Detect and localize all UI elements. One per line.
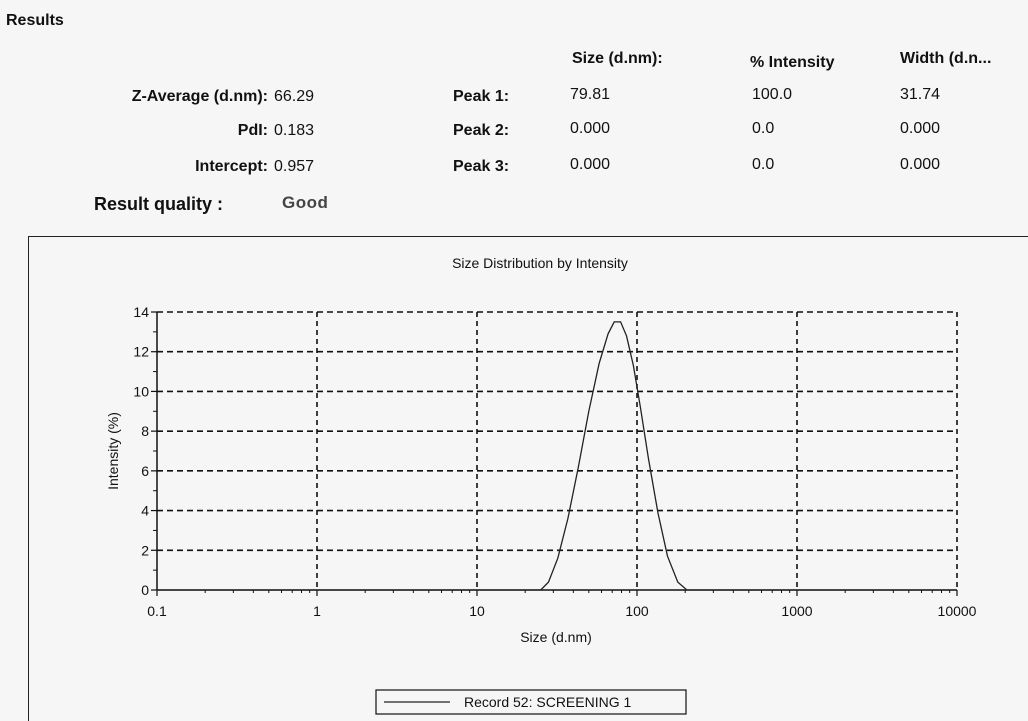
legend-label: Record 52: SCREENING 1 xyxy=(464,694,631,710)
y-tick-label-4: 4 xyxy=(141,503,149,519)
peak-3-size: 0.000 xyxy=(570,156,611,173)
peak-2-size: 0.000 xyxy=(570,120,611,137)
z-average-label: Z-Average (d.nm): xyxy=(131,88,268,105)
x-tick-label-1000: 1000 xyxy=(781,603,812,619)
peak-1-size: 79.81 xyxy=(570,86,611,103)
x-tick-label-0.1: 0.1 xyxy=(147,603,167,619)
result-quality-value: Good xyxy=(282,193,329,212)
col-header-width: Width (d.n... xyxy=(900,50,992,67)
y-tick-label-14: 14 xyxy=(133,304,149,320)
pdi-value: 0.183 xyxy=(274,122,315,139)
y-tick-label-10: 10 xyxy=(133,383,149,399)
intercept-label: Intercept: xyxy=(195,158,268,175)
peak-3-intensity: 0.0 xyxy=(752,156,775,173)
y-tick-label-2: 2 xyxy=(141,542,149,558)
legend-box xyxy=(375,689,687,715)
col-header-size: Size (d.nm): xyxy=(572,50,663,67)
y-tick-label-8: 8 xyxy=(141,423,149,439)
y-tick-label-12: 12 xyxy=(133,344,149,360)
results-title: Results xyxy=(6,12,64,29)
peak-2-width: 0.000 xyxy=(900,120,941,137)
x-tick-label-10000: 10000 xyxy=(938,603,977,619)
peak-2-label: Peak 2: xyxy=(453,122,510,139)
chart-title: Size Distribution by Intensity xyxy=(452,255,628,271)
series-line-0 xyxy=(157,321,957,591)
pdi-label: PdI: xyxy=(237,122,268,139)
peak-1-label: Peak 1: xyxy=(453,88,510,105)
peak-2-intensity: 0.0 xyxy=(752,120,775,137)
col-header-intensity: % Intensity xyxy=(750,54,835,71)
peak-1-width: 31.74 xyxy=(900,86,941,103)
z-average-value: 66.29 xyxy=(274,88,315,105)
peak-3-width: 0.000 xyxy=(900,156,941,173)
y-axis-label: Intensity (%) xyxy=(105,412,121,490)
x-axis-label: Size (d.nm) xyxy=(520,629,592,645)
chart-frame xyxy=(28,236,1028,721)
x-tick-label-1: 1 xyxy=(313,603,321,619)
peak-3-label: Peak 3: xyxy=(453,158,510,175)
x-tick-label-100: 100 xyxy=(625,603,649,619)
intercept-value: 0.957 xyxy=(274,158,315,175)
peak-1-intensity: 100.0 xyxy=(752,86,793,103)
result-quality-label: Result quality : xyxy=(94,194,224,214)
x-tick-label-10: 10 xyxy=(469,603,485,619)
y-tick-label-6: 6 xyxy=(141,463,149,479)
y-tick-label-0: 0 xyxy=(141,582,149,598)
